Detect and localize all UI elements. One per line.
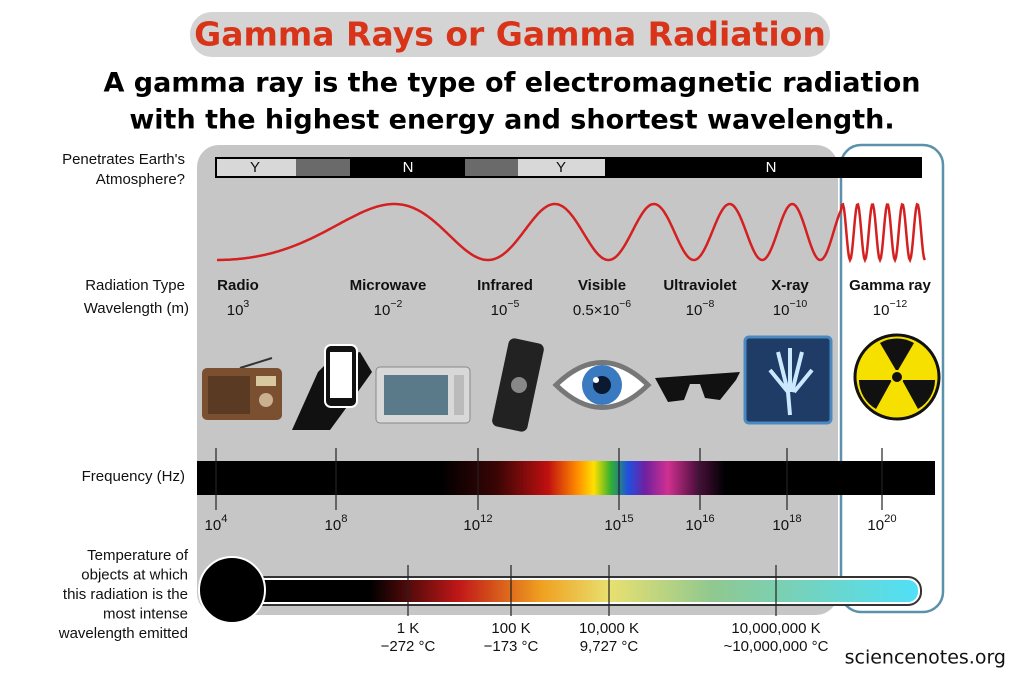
radiation-name: Microwave [350,277,427,294]
wavelength: 103 [227,298,250,319]
subtitle: A gamma ray is the type of electromagnet… [104,68,921,99]
temperature-kelvin: 10,000 K [579,620,639,637]
wavelength-exponent: −12 [889,298,907,310]
eye-icon [552,360,652,410]
temperature-celsius: −173 °C [484,638,539,655]
wavelength-exponent: 3 [243,298,249,310]
temperature-label: most intense [103,605,188,622]
wavelength-exponent: −5 [507,298,519,310]
wavelength-base: 10 [227,302,244,319]
footer: sciencenotes.org [845,647,1006,669]
radiation-name: Gamma ray [849,277,931,294]
wave [217,202,927,264]
frequency-tick-label-base: 10 [325,517,342,534]
xray-icon [743,335,833,425]
frequency-tick-label-base: 10 [205,517,222,534]
temperature-celsius: ~10,000,000 °C [724,638,829,655]
temperature-kelvin: 1 K [397,620,420,637]
radio-icon [202,357,282,420]
wavelength: 10−5 [491,298,520,319]
frequency-tick-label-exponent: 8 [341,513,347,525]
frequency-tick-label: 1020 [867,513,896,534]
radiation-name: Infrared [477,277,533,294]
temperature-label: objects at which [81,566,188,583]
radiation-name: Visible [578,277,626,294]
frequency-tick-label-exponent: 15 [621,513,633,525]
atmosphere-segment: N [766,159,777,176]
wavelength-base: 10 [773,302,790,319]
frequency-tick-label: 104 [205,513,228,534]
wavelength-exponent: −6 [619,298,631,310]
frequency-tick-label-exponent: 20 [884,513,896,525]
atmosphere-partial [296,159,350,176]
wavelength-base: 10 [873,302,890,319]
wavelength: 0.5×10−6 [573,298,631,319]
wavelength-base: 10 [491,302,508,319]
atmosphere-segment: N [403,159,414,176]
frequency-tick-label-exponent: 4 [221,513,227,525]
temperature-kelvin: 100 K [491,620,530,637]
frequency-tick-label-exponent: 12 [480,513,492,525]
temperature-celsius: 9,727 °C [580,638,639,655]
frequency-tick-label: 1015 [604,513,633,534]
wavelength-base: 0.5×10 [573,302,619,319]
gamma-box [839,143,945,614]
radiation-type-label: Radiation Type [85,277,185,294]
atmosphere-yes [518,159,605,176]
wavelength-exponent: −2 [390,298,402,310]
temperature-label: Temperature of [87,547,189,564]
wavelength-exponent: −8 [702,298,714,310]
frequency-tick-label: 1012 [463,513,492,534]
wavelength-exponent: −10 [789,298,807,310]
frequency-tick-label-base: 10 [772,517,789,534]
frequency-tick-label: 1018 [772,513,801,534]
atmosphere-label: Atmosphere? [96,171,185,188]
remote-icon [492,338,544,432]
temperature-celsius: −272 °C [381,638,436,655]
temperature-label: this radiation is the [63,586,188,603]
subtitle: with the highest energy and shortest wav… [129,105,894,136]
radiation-name: Ultraviolet [663,277,736,294]
microwave-icon [375,366,471,424]
frequency-tick-label-base: 10 [463,517,480,534]
thermometer-fill [233,580,918,602]
wavelength: 10−10 [773,298,808,319]
frequency-tick-label: 108 [325,513,348,534]
radiation-name: Radio [217,277,259,294]
sunglasses-icon [655,372,740,402]
frequency-tick-label-base: 10 [867,517,884,534]
wavelength-base: 10 [374,302,391,319]
temperature-label: wavelength emitted [58,625,188,642]
frequency-label: Frequency (Hz) [82,468,185,485]
atmosphere-segment: Y [556,159,566,176]
title: Gamma Rays or Gamma Radiation [194,15,826,54]
atmosphere-label: Penetrates Earth's [62,151,185,168]
frequency-tick-label-exponent: 18 [789,513,801,525]
radiation-icon [853,333,941,421]
thermometer-bulb [198,556,266,624]
frequency-tick-label-base: 10 [604,517,621,534]
atmosphere-segment: Y [250,159,260,176]
wavelength-base: 10 [686,302,703,319]
wavelength-label: Wavelength (m) [84,300,189,317]
atmosphere-partial [465,159,518,176]
wavelength: 10−12 [873,298,908,319]
temperature-kelvin: 10,000,000 K [731,620,820,637]
radiation-name: X-ray [771,277,809,294]
frequency-tick-label-exponent: 16 [702,513,714,525]
wavelength: 10−2 [374,298,403,319]
atmosphere-yes [217,159,296,176]
title-pill [190,12,830,57]
phone-icon [292,344,372,430]
frequency-tick-label: 1016 [685,513,714,534]
frequency-tick-label-base: 10 [685,517,702,534]
frequency-spectrum [440,461,725,495]
wavelength: 10−8 [686,298,715,319]
